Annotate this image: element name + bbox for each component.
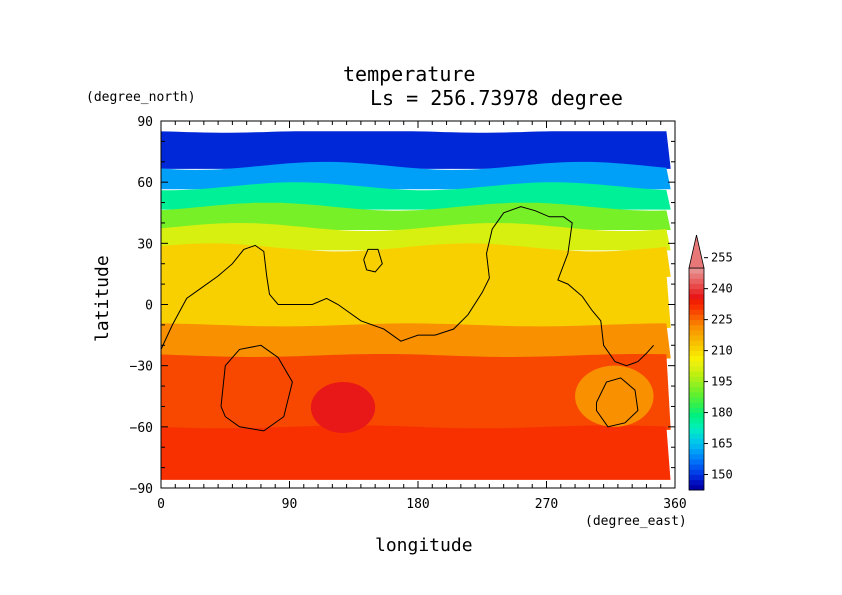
colorbar-segment bbox=[689, 422, 704, 429]
colorbar-segment bbox=[689, 381, 704, 388]
colorbar-segment bbox=[689, 417, 704, 424]
contour-line bbox=[596, 377, 639, 428]
y-tick-label: 60 bbox=[137, 176, 153, 191]
y-axis-unit: (degree_north) bbox=[86, 90, 196, 105]
x-axis-unit: (degree_east) bbox=[585, 514, 687, 529]
colorbar-segment bbox=[689, 443, 704, 450]
colorbar-segment bbox=[689, 340, 704, 346]
temperature-anomaly bbox=[310, 381, 376, 433]
colorbar-segment bbox=[689, 293, 704, 300]
contour-line bbox=[220, 344, 293, 432]
x-tick-label: 180 bbox=[406, 497, 429, 512]
colorbar-segment bbox=[689, 448, 704, 455]
temperature-anomaly bbox=[575, 365, 654, 427]
y-tick-label: 0 bbox=[145, 299, 153, 314]
colorbar-segment bbox=[689, 469, 704, 475]
x-tick-label: 0 bbox=[157, 497, 165, 512]
y-tick-label: −90 bbox=[130, 482, 153, 497]
contour-lines bbox=[161, 206, 654, 432]
colorbar-segment bbox=[689, 355, 704, 362]
colorbar-label: 210 bbox=[711, 344, 733, 358]
colorbar-segment bbox=[689, 402, 704, 408]
contour-line bbox=[161, 206, 654, 367]
colorbar-segment bbox=[689, 319, 704, 326]
y-tick-label: −30 bbox=[130, 360, 153, 375]
colorbar: 150 165 180 195 210 225 240 255 bbox=[688, 234, 733, 491]
colorbar-segment bbox=[689, 484, 704, 491]
colorbar-label: 240 bbox=[711, 282, 733, 296]
colorbar-segment bbox=[689, 438, 704, 444]
temperature-band bbox=[161, 182, 671, 210]
temperature-band bbox=[161, 272, 671, 328]
temperature-band bbox=[161, 223, 671, 251]
colorbar-segment bbox=[689, 304, 704, 310]
y-axis: 90 60 30 0 −30 −60 −90 bbox=[130, 115, 675, 497]
colorbar-segment bbox=[689, 288, 704, 295]
chart-title: temperature bbox=[343, 62, 476, 86]
colorbar-segment bbox=[689, 376, 704, 382]
contour-line bbox=[363, 248, 383, 273]
x-tick-label: 360 bbox=[663, 497, 686, 512]
y-tick-label: 30 bbox=[137, 237, 153, 252]
colorbar-segment bbox=[689, 329, 704, 336]
x-axis: 0 90 180 270 360 bbox=[157, 121, 687, 512]
temperature-band bbox=[161, 425, 671, 480]
colorbar-segment bbox=[689, 298, 704, 305]
temperature-band bbox=[161, 354, 671, 430]
colorbar-segment bbox=[689, 453, 704, 460]
temperature-band bbox=[161, 131, 671, 169]
colorbar-segment bbox=[689, 366, 704, 372]
colorbar-segment bbox=[689, 335, 704, 341]
colorbar-segment bbox=[689, 350, 704, 357]
colorbar-segment bbox=[689, 459, 704, 465]
colorbar-segment bbox=[689, 479, 704, 486]
colorbar-segment bbox=[689, 278, 704, 284]
colorbar-segment bbox=[689, 309, 704, 315]
colorbar-overflow-arrow bbox=[688, 234, 705, 269]
colorbar-label: 165 bbox=[711, 437, 733, 451]
colorbar-segment bbox=[689, 464, 704, 470]
x-tick-label: 270 bbox=[535, 497, 558, 512]
colorbar-segment bbox=[689, 314, 704, 321]
colorbar-segment bbox=[689, 283, 704, 290]
colorbar-segment bbox=[689, 412, 704, 419]
colorbar-segment bbox=[689, 371, 704, 377]
colorbar-label: 180 bbox=[711, 406, 733, 420]
colorbar-segment bbox=[689, 360, 704, 367]
colorbar-segment bbox=[689, 433, 704, 439]
colorbar-segment bbox=[689, 397, 704, 403]
y-tick-label: −60 bbox=[130, 421, 153, 436]
colorbar-segment bbox=[689, 391, 704, 398]
colorbar-segment bbox=[689, 268, 704, 274]
colorbar-label: 225 bbox=[711, 313, 733, 327]
colorbar-label: 255 bbox=[711, 251, 733, 265]
colorbar-segment bbox=[689, 407, 704, 413]
y-tick-label: 90 bbox=[137, 115, 153, 130]
colorbar-segment bbox=[689, 273, 704, 279]
colorbar-label: 150 bbox=[711, 468, 733, 482]
colorbar-segment bbox=[689, 386, 704, 393]
chart-subtitle: Ls = 256.73978 degree bbox=[370, 86, 623, 110]
colorbar-segment bbox=[689, 324, 704, 331]
x-axis-label: longitude bbox=[375, 535, 473, 556]
temperature-band bbox=[161, 323, 671, 359]
temperature-band bbox=[161, 202, 671, 231]
temperature-band bbox=[161, 243, 671, 277]
colorbar-segment bbox=[689, 428, 704, 434]
colorbar-segment bbox=[689, 474, 704, 481]
temperature-field bbox=[161, 131, 671, 480]
x-tick-label: 90 bbox=[282, 497, 298, 512]
colorbar-label: 195 bbox=[711, 375, 733, 389]
colorbar-segment bbox=[689, 345, 704, 352]
